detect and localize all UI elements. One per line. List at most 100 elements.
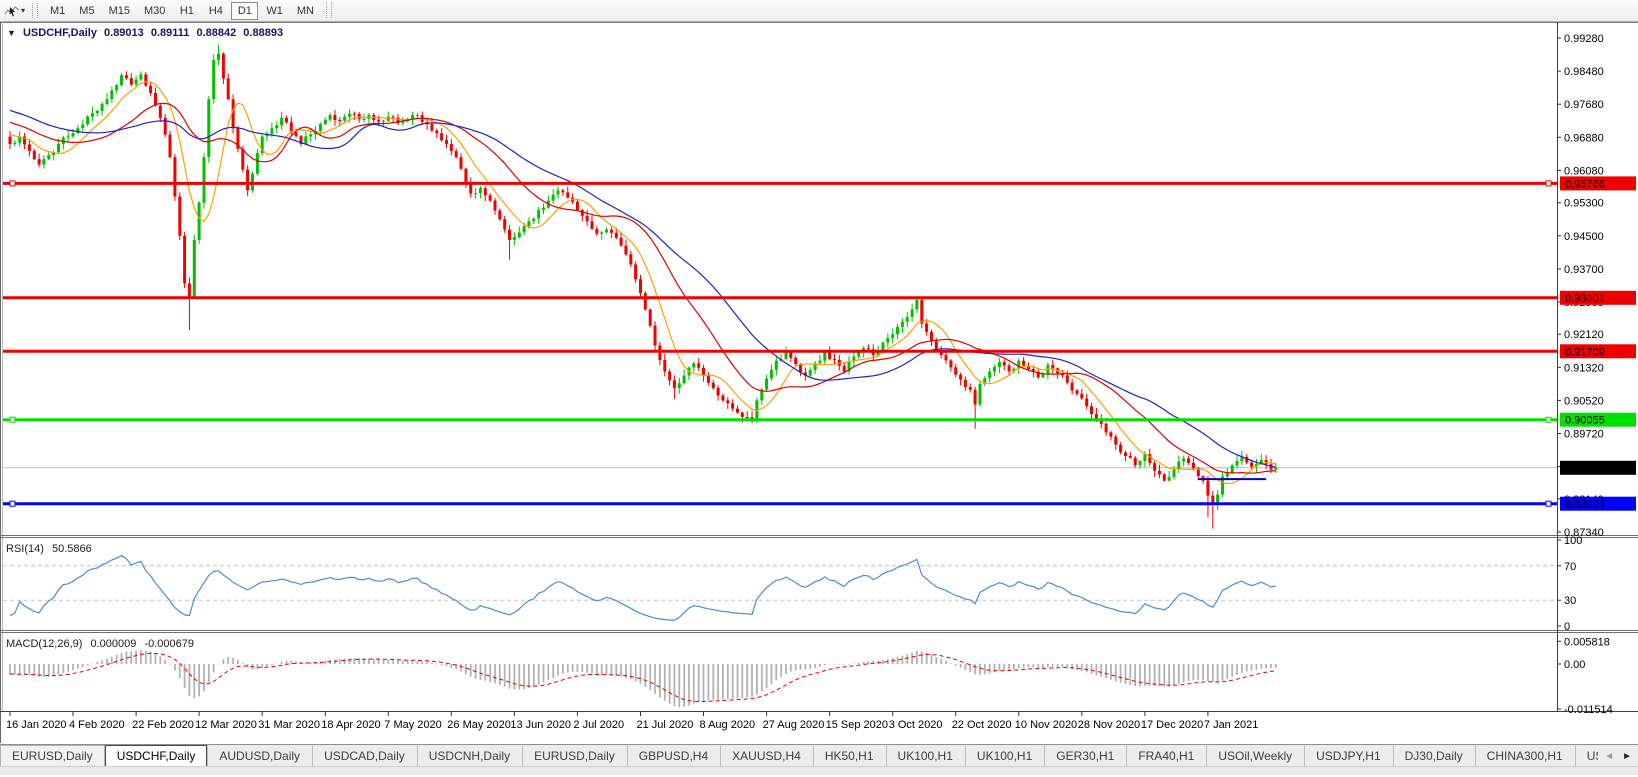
macd-indicator-label: MACD(12,26,9) 0.000009 -0.000679 xyxy=(6,638,199,650)
chart-window[interactable]: 0.99280 0.98480 0.97680 0.96880 0.96080 0.953… xyxy=(0,22,1638,744)
svg-text:0: 0 xyxy=(1564,621,1570,633)
svg-text:12 Mar 2020: 12 Mar 2020 xyxy=(195,719,257,731)
ohlc-close: 0.88893 xyxy=(243,27,284,39)
timeframe-button-m1[interactable]: M1 xyxy=(44,2,71,20)
crosshair-cursor-icon[interactable] xyxy=(3,3,21,19)
price-label-0.88024: 0.88024 xyxy=(1560,496,1636,511)
tab-fra40-h1[interactable]: FRA40,H1 xyxy=(1126,745,1206,766)
svg-text:8 Aug 2020: 8 Aug 2020 xyxy=(700,719,756,731)
svg-text:17 Dec 2020: 17 Dec 2020 xyxy=(1141,719,1203,731)
svg-text:0.89720: 0.89720 xyxy=(1564,429,1604,441)
tab-usdcnh-daily[interactable]: USDCNH,Daily xyxy=(416,745,522,766)
rsi-indicator-label: RSI(14) 50.5866 xyxy=(6,543,97,555)
ma-mid-line xyxy=(9,102,1276,474)
timeframe-button-h1[interactable]: H1 xyxy=(173,2,200,20)
tab-usoil-weekly[interactable]: USOil,Weekly xyxy=(1206,745,1304,766)
timeframe-button-m15[interactable]: M15 xyxy=(103,2,136,20)
ohlc-open: 0.89013 xyxy=(104,27,144,39)
pane-frame xyxy=(0,22,1638,743)
price-label-0.93001: 0.93001 xyxy=(1560,290,1636,305)
svg-text:13 Jun 2020: 13 Jun 2020 xyxy=(510,719,571,731)
scroll-tabs-left-icon[interactable]: ◄ xyxy=(1604,750,1615,762)
rsi-line xyxy=(9,555,1276,621)
svg-text:0.95766: 0.95766 xyxy=(1565,178,1605,190)
tab-gbpusd-h4[interactable]: GBPUSD,H4 xyxy=(626,745,720,766)
svg-text:21 Jul 2020: 21 Jul 2020 xyxy=(637,719,694,731)
price-chart-canvas[interactable]: 0.99280 0.98480 0.97680 0.96880 0.96080 0.953… xyxy=(0,22,1638,744)
svg-text:0.93700: 0.93700 xyxy=(1564,264,1604,276)
svg-text:30: 30 xyxy=(1564,595,1576,607)
tab-uk100-h1[interactable]: UK100,H1 xyxy=(885,745,965,766)
status-strip xyxy=(0,766,1638,775)
ma-fast-line xyxy=(9,81,1276,485)
macd-name: MACD(12,26,9) xyxy=(6,638,83,650)
price-label-0.90055: 0.90055 xyxy=(1560,412,1636,427)
one-click-trading-arrow-icon[interactable]: ▼ xyxy=(7,28,16,38)
rsi-name: RSI(14) xyxy=(6,543,44,555)
rsi-level-lines xyxy=(3,565,1557,601)
timeframe-button-w1[interactable]: W1 xyxy=(260,2,289,20)
tab-uk100-h1[interactable]: UK100,H1 xyxy=(964,745,1044,766)
svg-text:0.00: 0.00 xyxy=(1564,659,1585,671)
hline-0.95766[interactable] xyxy=(3,180,1557,187)
tab-hk50-h1[interactable]: HK50,H1 xyxy=(812,745,886,766)
timeframe-button-m30[interactable]: M30 xyxy=(138,2,171,20)
chart-tabs: EURUSD,Daily USDCHF,Daily AUDUSD,Daily USDC… xyxy=(0,745,1633,766)
svg-text:-0.011514: -0.011514 xyxy=(1564,704,1613,716)
svg-text:2 Jul 2020: 2 Jul 2020 xyxy=(573,719,624,731)
macd-signal-line xyxy=(9,652,1276,703)
svg-text:0.87340: 0.87340 xyxy=(1564,527,1604,539)
price-label-0.95766: 0.95766 xyxy=(1560,176,1636,191)
tab-xauusd-h4[interactable]: XAUUSD,H4 xyxy=(720,745,813,766)
tab-ger30-h1[interactable]: GER30,H1 xyxy=(1044,745,1126,766)
chart-toolbar: ▾ M1 M5 M15 M30 H1 H4 D1 W1 MN xyxy=(0,0,1638,22)
svg-text:0.94500: 0.94500 xyxy=(1564,231,1604,243)
time-axis[interactable]: 16 Jan 2020 4 Feb 2020 22 Feb 2020 12 Mar 2… xyxy=(6,711,1258,731)
svg-text:0.90055: 0.90055 xyxy=(1565,415,1605,427)
timeframe-button-d1[interactable]: D1 xyxy=(231,2,259,20)
tab-usdcad-daily[interactable]: USDCAD,Daily xyxy=(312,745,417,766)
svg-text:70: 70 xyxy=(1564,561,1576,573)
svg-text:22 Oct 2020: 22 Oct 2020 xyxy=(952,719,1012,731)
macd-value-main: 0.000009 xyxy=(90,638,137,650)
chart-symbol-period: USDCHF,Daily xyxy=(22,27,97,39)
tab-usdchf-daily[interactable]: USDCHF,Daily xyxy=(104,745,208,766)
tab-china300-h1[interactable]: CHINA300,H1 xyxy=(1474,745,1575,766)
svg-text:27 Aug 2020: 27 Aug 2020 xyxy=(763,719,825,731)
rsi-value: 50.5866 xyxy=(51,543,92,555)
svg-text:15 Sep 2020: 15 Sep 2020 xyxy=(826,719,888,731)
toolbar-grip[interactable] xyxy=(32,3,39,18)
tab-eurusd-daily[interactable]: EURUSD,Daily xyxy=(522,745,627,766)
tab-eurusd-daily[interactable]: EURUSD,Daily xyxy=(0,745,105,766)
svg-text:0.88024: 0.88024 xyxy=(1565,499,1605,511)
rsi-axis[interactable]: 100 70 30 0 xyxy=(1557,535,1582,633)
ma-slow-line xyxy=(9,109,1276,468)
price-label-0.91709: 0.91709 xyxy=(1560,344,1636,359)
chart-title-overlay: ▼ USDCHF,Daily 0.89013 0.89111 0.88842 0… xyxy=(7,27,287,39)
svg-text:7 May 2020: 7 May 2020 xyxy=(384,719,441,731)
svg-text:0.98480: 0.98480 xyxy=(1564,66,1604,78)
tab-audusd-daily[interactable]: AUDUSD,Daily xyxy=(207,745,312,766)
scroll-tabs-right-icon[interactable]: ► xyxy=(1622,750,1632,762)
svg-text:0.99280: 0.99280 xyxy=(1564,33,1604,45)
timeframe-button-m5[interactable]: M5 xyxy=(73,2,100,20)
chart-tabs-bar: EURUSD,Daily USDCHF,Daily AUDUSD,Daily USDC… xyxy=(0,744,1638,766)
macd-axis[interactable]: 0.005818 0.00 -0.011514 xyxy=(1557,636,1613,716)
svg-text:0.93001: 0.93001 xyxy=(1565,293,1605,305)
timeframe-button-h4[interactable]: H4 xyxy=(202,2,229,20)
hline-0.90055[interactable] xyxy=(3,416,1557,423)
timeframe-button-mn[interactable]: MN xyxy=(291,2,320,20)
svg-text:22 Feb 2020: 22 Feb 2020 xyxy=(132,719,194,731)
svg-text:31 Mar 2020: 31 Mar 2020 xyxy=(258,719,320,731)
tab-dj30-daily[interactable]: DJ30,Daily xyxy=(1392,745,1475,766)
toolbar-grip-end[interactable] xyxy=(326,3,332,18)
svg-text:0.005818: 0.005818 xyxy=(1564,636,1610,648)
svg-text:0.91320: 0.91320 xyxy=(1564,362,1604,374)
svg-text:0.88893: 0.88893 xyxy=(1565,463,1605,475)
ohlc-low: 0.88842 xyxy=(196,27,237,39)
cursor-dropdown-caret-icon[interactable]: ▾ xyxy=(21,6,26,15)
timeframe-toolbar: M1 M5 M15 M30 H1 H4 D1 W1 MN xyxy=(43,1,321,20)
hline-0.88024[interactable] xyxy=(3,500,1557,507)
tab-usdjpy-h1[interactable]: USDJPY,H1 xyxy=(1304,745,1392,766)
svg-text:28 Nov 2020: 28 Nov 2020 xyxy=(1078,719,1140,731)
